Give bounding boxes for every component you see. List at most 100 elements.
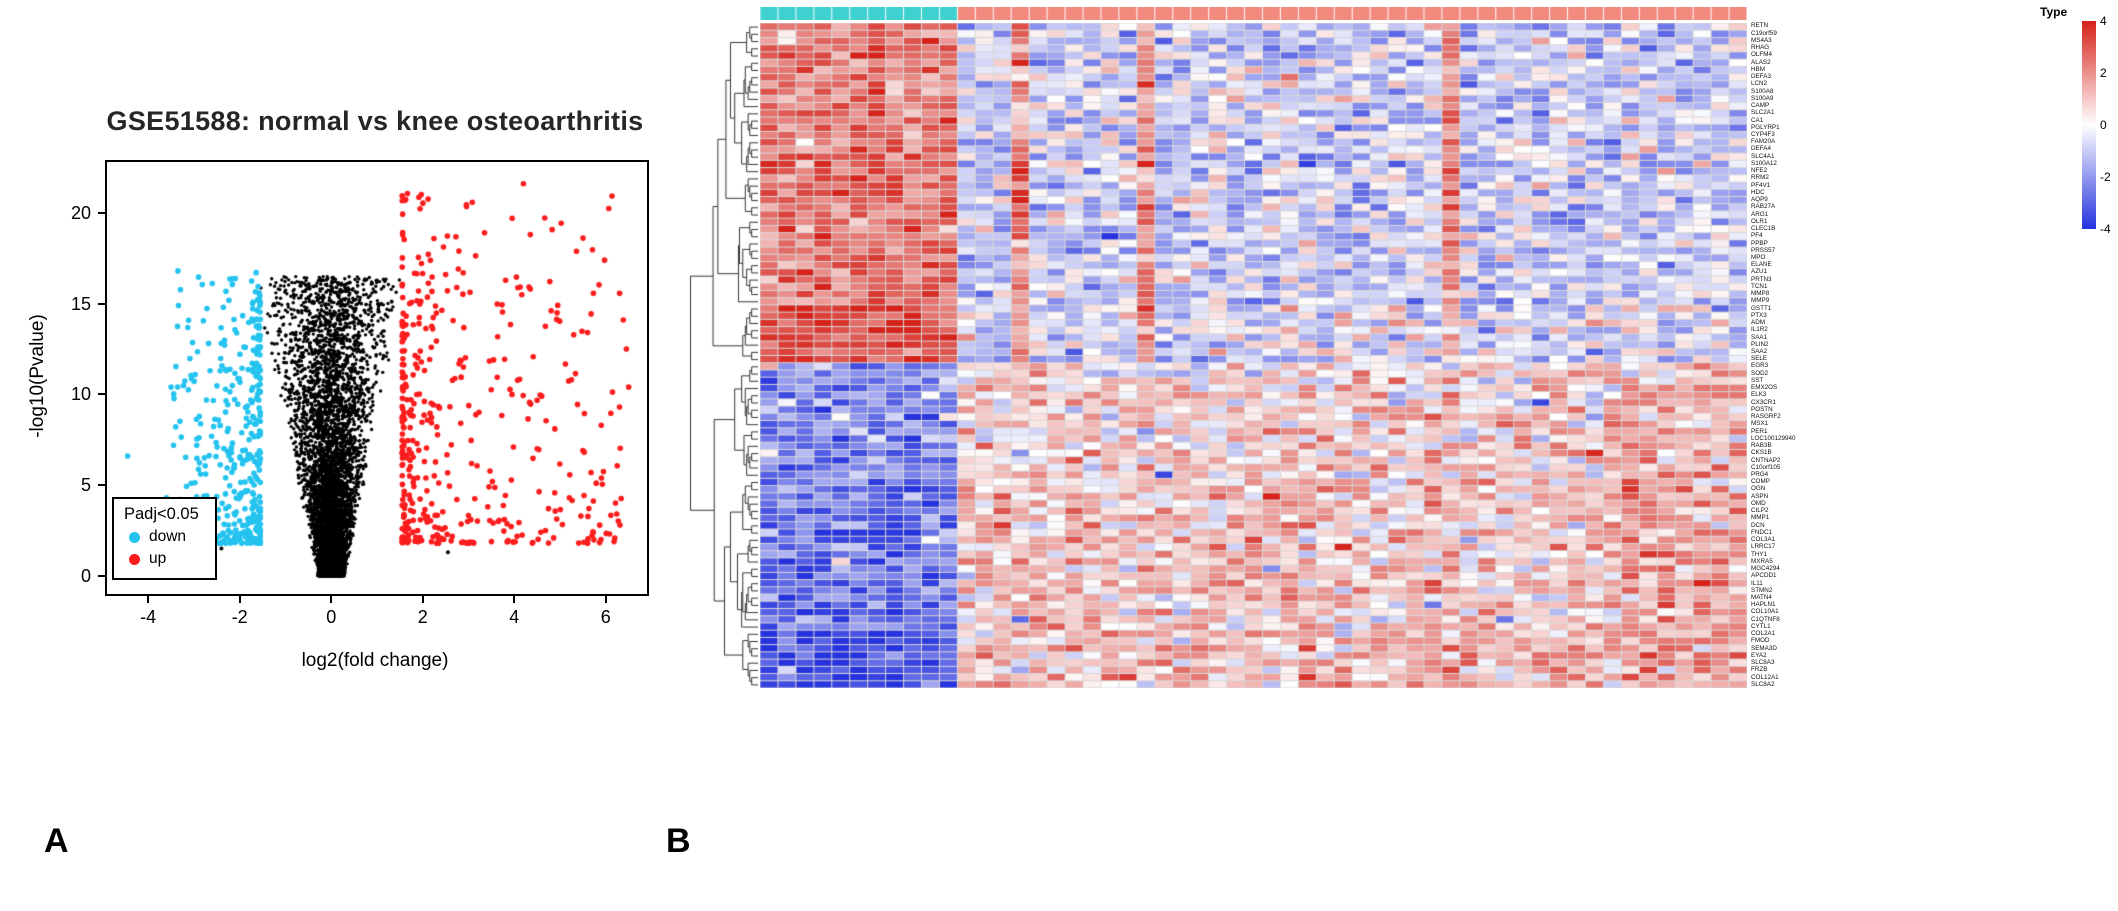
gene-label: ALAS2 <box>1751 58 1771 66</box>
gene-label: PRTN3 <box>1751 275 1772 283</box>
panel-b-label: B <box>666 822 691 860</box>
gene-label: OLR1 <box>1751 217 1768 225</box>
colorbar-tick-label: -2 <box>2100 170 2111 184</box>
gene-label: COL12A1 <box>1751 673 1779 681</box>
heatmap-canvas <box>760 23 1747 688</box>
gene-label: CA1 <box>1751 116 1764 124</box>
y-axis-tick-label: 10 <box>70 384 91 405</box>
x-axis-tick-label: 6 <box>600 607 611 627</box>
row-dendrogram-canvas <box>686 23 758 688</box>
x-axis-tick-label: -4 <box>140 607 157 627</box>
volcano-legend: Padj<0.05 down up <box>112 497 217 580</box>
colorbar-tick-label: -4 <box>2100 222 2111 236</box>
volcano-title: GSE51588: normal vs knee osteoarthritis <box>106 106 644 136</box>
gene-label: CILP2 <box>1751 507 1769 515</box>
y-axis-tick <box>98 302 107 305</box>
gene-label: HDC <box>1751 188 1765 196</box>
gene-label: FRZB <box>1751 666 1768 674</box>
x-axis-tick-label: -2 <box>231 607 248 627</box>
gene-label: CKS1B <box>1751 449 1772 457</box>
gene-label: C19orf59 <box>1751 29 1777 37</box>
down-marker-icon <box>129 531 140 543</box>
gene-label: OGN <box>1751 485 1766 493</box>
gene-label: MS4A3 <box>1751 36 1772 44</box>
x-axis-tick <box>147 594 150 603</box>
gene-label: ARG1 <box>1751 210 1769 218</box>
heatmap-column-annotation-canvas <box>760 7 1747 20</box>
gene-label: RAB3B <box>1751 442 1772 450</box>
gene-label: LOC100129940 <box>1751 434 1796 442</box>
gene-label: NFE2 <box>1751 167 1768 175</box>
gene-label: PGLYRP1 <box>1751 123 1780 131</box>
gene-label: GSTT1 <box>1751 304 1772 312</box>
gene-label: PLIN2 <box>1751 340 1769 348</box>
gene-label: MSX1 <box>1751 420 1769 428</box>
gene-label: PF4 <box>1751 232 1763 240</box>
x-axis-tick <box>421 594 424 603</box>
gene-label: MXRA5 <box>1751 557 1773 565</box>
x-axis-tick <box>604 594 607 603</box>
gene-label: SOD2 <box>1751 369 1769 377</box>
gene-label: CYP4F3 <box>1751 130 1775 138</box>
gene-label: C10orf105 <box>1751 463 1781 471</box>
gene-label: POSTN <box>1751 405 1773 413</box>
gene-label: PF4V1 <box>1751 181 1771 189</box>
gene-label: SLC4A1 <box>1751 152 1775 160</box>
legend-entry: up <box>124 550 199 568</box>
gene-label: ELK3 <box>1751 391 1767 399</box>
gene-label: RHAG <box>1751 44 1770 52</box>
x-axis-tick-label: 0 <box>326 607 337 627</box>
gene-label: THY1 <box>1751 550 1768 558</box>
gene-label: PER1 <box>1751 427 1768 435</box>
gene-label: IL1R2 <box>1751 326 1768 334</box>
gene-label: AZU1 <box>1751 268 1768 276</box>
gene-label: MPO <box>1751 253 1766 261</box>
heatmap-row-labels: RETN C19orf59 MS4A3 RHAG OLFM4 ALAS2 HBM DEFA3 L… <box>1751 23 1846 688</box>
heatmap-legend-title: Type <box>2040 5 2068 19</box>
gene-label: SAA2 <box>1751 348 1768 356</box>
gene-label: HBM <box>1751 65 1765 73</box>
gene-label: COL3A1 <box>1751 536 1776 544</box>
gene-label: COMP <box>1751 478 1770 486</box>
y-axis-tick-label: 15 <box>70 293 91 314</box>
gene-label: EMX2OS <box>1751 384 1778 392</box>
y-axis-tick <box>98 574 107 577</box>
gene-label: C1QTNF8 <box>1751 615 1780 623</box>
gene-label: COL10A1 <box>1751 608 1779 616</box>
y-axis-tick-label: 20 <box>70 202 91 223</box>
gene-label: CYTL1 <box>1751 622 1771 630</box>
gene-label: DCN <box>1751 521 1765 529</box>
x-axis-tick <box>238 594 241 603</box>
gene-label: HAPLN1 <box>1751 601 1776 609</box>
legend-entry: down <box>124 528 199 546</box>
gene-label: RETN <box>1751 22 1769 30</box>
gene-label: MMP1 <box>1751 514 1770 522</box>
gene-label: MATN4 <box>1751 593 1772 601</box>
gene-label: TCN1 <box>1751 282 1768 290</box>
volcano-legend-entries: down up <box>124 528 199 568</box>
gene-label: MMP9 <box>1751 297 1770 305</box>
legend-entry-label: up <box>149 550 167 567</box>
gene-label: LCN2 <box>1751 80 1768 88</box>
x-axis-tick-label: 4 <box>509 607 520 627</box>
gene-label: RAB27A <box>1751 203 1776 211</box>
legend-entry-label: down <box>149 528 187 545</box>
x-axis-tick-label: 2 <box>417 607 428 627</box>
heatmap-colorbar-wrap: 4 2 0 -2 -4 <box>2082 14 2118 236</box>
volcano-plot: Padj<0.05 down up -4 -2 0 2 4 6 0 5 10 15 20 <box>71 160 649 627</box>
gene-label: EYA2 <box>1751 651 1767 659</box>
colorbar-tick-label: 4 <box>2100 14 2107 28</box>
gene-label: SLC2A1 <box>1751 109 1775 117</box>
y-axis-tick-label: 0 <box>80 565 91 586</box>
gene-label: IL11 <box>1751 579 1763 587</box>
gene-label: STMN2 <box>1751 586 1773 594</box>
gene-label: PRSS57 <box>1751 246 1776 254</box>
gene-label: LRRC17 <box>1751 543 1776 551</box>
gene-label: CLEC1B <box>1751 225 1776 233</box>
gene-label: RRM2 <box>1751 174 1769 182</box>
x-axis-tick <box>513 594 516 603</box>
gene-label: CX3CR1 <box>1751 398 1776 406</box>
gene-label: SST <box>1751 376 1764 384</box>
gene-label: SEMA3D <box>1751 644 1777 652</box>
gene-label: SELE <box>1751 355 1768 363</box>
